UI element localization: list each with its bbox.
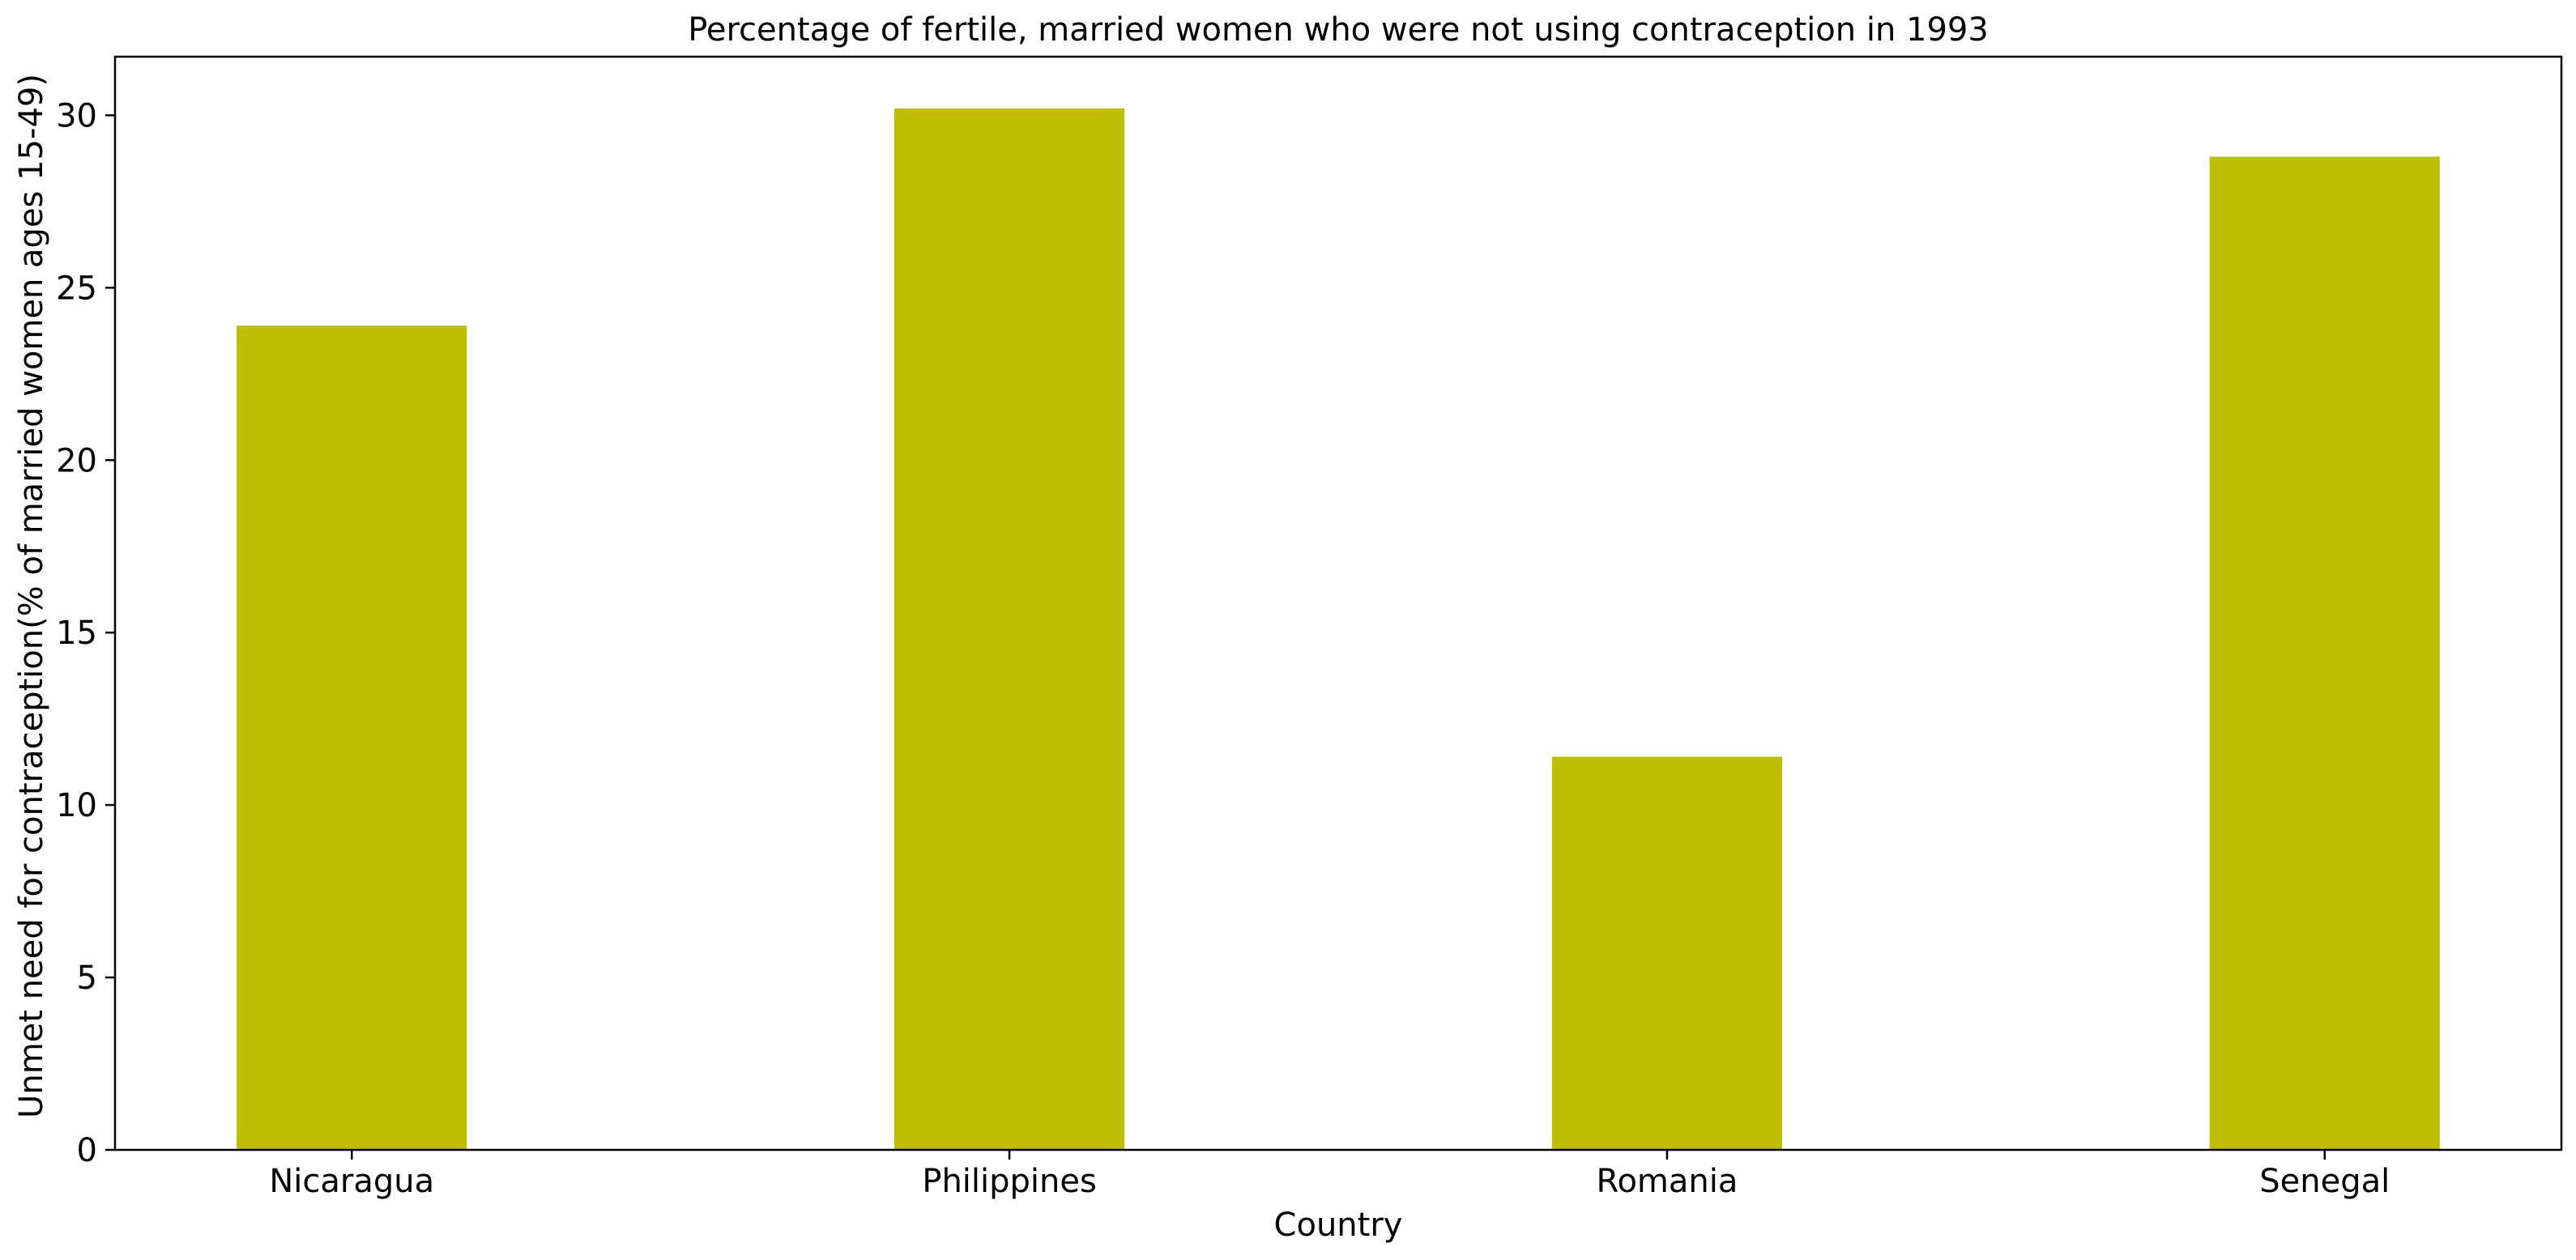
- y-tick-label: 5: [77, 960, 97, 997]
- x-tick-label: Senegal: [2259, 1163, 2390, 1200]
- plot-frame: [113, 55, 2563, 1151]
- y-tick-label: 15: [56, 615, 97, 652]
- y-tick-label: 20: [56, 442, 97, 479]
- x-axis-label: Country: [1274, 1207, 1403, 1244]
- chart-title: Percentage of fertile, married women who…: [688, 11, 1989, 49]
- y-axis-label: Unmet need for contraception(% of marrie…: [13, 74, 50, 1118]
- y-tick-label: 10: [56, 787, 97, 824]
- x-axis-ticks: Nicaragua Philippines Romania Senegal: [269, 1150, 2390, 1200]
- bar-romania: [1551, 756, 1782, 1150]
- x-tick-label: Nicaragua: [269, 1163, 434, 1200]
- bar-nicaragua: [237, 326, 467, 1151]
- bar-philippines: [894, 108, 1125, 1150]
- y-axis-ticks: 0 5 10 15 20 25 30: [56, 97, 115, 1169]
- y-tick-label: 0: [77, 1132, 97, 1169]
- x-tick-label: Philippines: [922, 1163, 1097, 1200]
- y-tick-label: 30: [56, 97, 97, 134]
- bar-senegal: [2209, 156, 2440, 1150]
- bars-layer: [237, 108, 2440, 1151]
- y-tick-label: 25: [56, 270, 97, 307]
- x-tick-label: Romania: [1596, 1163, 1738, 1200]
